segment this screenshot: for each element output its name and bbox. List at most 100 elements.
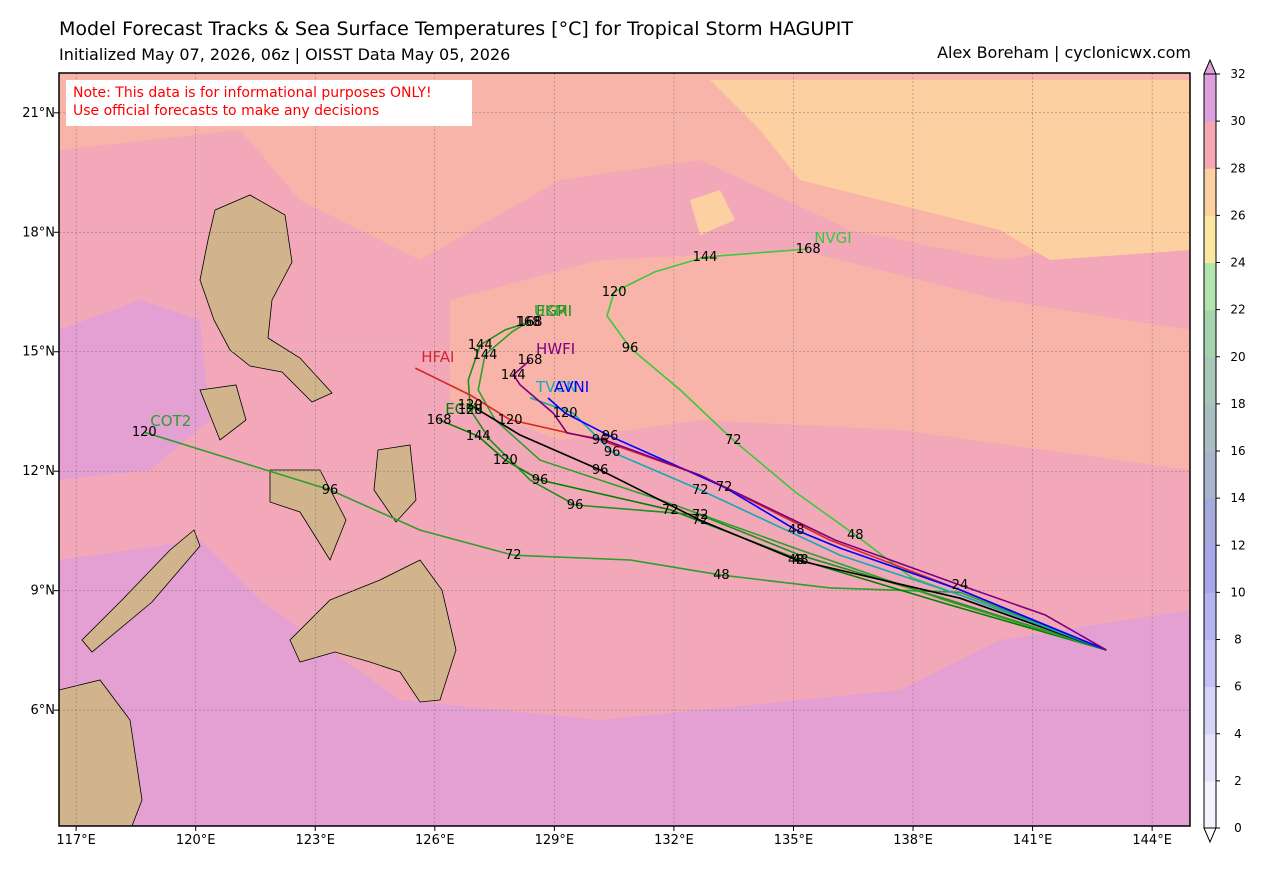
track-name: COT2 bbox=[150, 412, 191, 430]
colorbar-swatch bbox=[1204, 639, 1216, 688]
forecast-hour: 72 bbox=[692, 513, 709, 528]
forecast-hour: 120 bbox=[458, 398, 483, 413]
colorbar-swatch bbox=[1204, 121, 1216, 169]
colorbar-tick-label: 26 bbox=[1230, 208, 1245, 222]
colorbar-tick-label: 0 bbox=[1234, 821, 1242, 835]
colorbar-swatch bbox=[1204, 309, 1216, 358]
forecast-hour: 96 bbox=[592, 463, 609, 478]
forecast-hour: 96 bbox=[567, 498, 584, 513]
forecast-hour: 24 bbox=[952, 578, 969, 593]
lon-tick-label: 117°E bbox=[56, 833, 96, 848]
forecast-hour: 72 bbox=[692, 483, 709, 498]
note-line: Note: This data is for informational pur… bbox=[73, 85, 432, 101]
map-frame bbox=[58, 72, 1191, 827]
forecast-hour: 72 bbox=[716, 480, 733, 495]
track-line bbox=[469, 404, 1107, 651]
colorbar-tick-label: 30 bbox=[1230, 114, 1245, 128]
title: Model Forecast Tracks & Sea Surface Temp… bbox=[59, 18, 853, 40]
lon-tick-label: 135°E bbox=[774, 833, 814, 848]
land bbox=[199, 384, 247, 441]
sst-zone bbox=[59, 540, 1190, 826]
tracks: 487296120144168NVGI487296120COT248729612… bbox=[132, 229, 1107, 651]
forecast-hour: 48 bbox=[788, 523, 805, 538]
lat-tick-label: 9°N bbox=[31, 584, 56, 599]
forecast-hour: 120 bbox=[602, 285, 627, 300]
forecast-hour: 48 bbox=[788, 553, 805, 568]
colorbar-tick-label: 4 bbox=[1234, 727, 1242, 741]
track-name: UKMI bbox=[534, 302, 572, 320]
colorbar-tick-label: 6 bbox=[1234, 680, 1242, 694]
land bbox=[59, 679, 143, 826]
track-line bbox=[467, 321, 1107, 651]
land bbox=[373, 444, 417, 523]
forecast-hour: 168 bbox=[427, 413, 452, 428]
forecast-hour: 144 bbox=[466, 429, 491, 444]
forecast-hour: 144 bbox=[468, 338, 493, 353]
track-name: AVNI bbox=[554, 378, 589, 396]
colorbar-tick-label: 18 bbox=[1230, 397, 1245, 411]
track-name: HWFI bbox=[536, 340, 575, 358]
forecast-hour: 120 bbox=[553, 406, 578, 421]
track-line bbox=[547, 397, 1107, 651]
forecast-hour: 96 bbox=[622, 341, 639, 356]
forecast-hour: 96 bbox=[532, 473, 549, 488]
sst-zone bbox=[690, 190, 735, 235]
lon-tick-label: 132°E bbox=[654, 833, 694, 848]
forecast-hour: 48 bbox=[792, 553, 809, 568]
land bbox=[81, 529, 201, 653]
colorbar-tick-label: 14 bbox=[1230, 491, 1245, 505]
track-line bbox=[606, 248, 1107, 651]
track-line bbox=[529, 397, 1107, 651]
forecast-hour: 48 bbox=[713, 568, 730, 583]
colorbar-tick-label: 12 bbox=[1230, 538, 1245, 552]
colorbar-tick-label: 16 bbox=[1230, 444, 1245, 458]
track-name: TVCN bbox=[535, 378, 577, 396]
track-name: NVGI bbox=[814, 229, 852, 247]
forecast-hour: 48 bbox=[847, 528, 864, 543]
land bbox=[199, 194, 333, 403]
forecast-hour: 168 bbox=[516, 315, 541, 330]
land bbox=[289, 559, 457, 703]
lon-tick-label: 138°E bbox=[893, 833, 933, 848]
forecast-hour: 96 bbox=[592, 433, 609, 448]
forecast-hour: 72 bbox=[662, 503, 679, 518]
track-line bbox=[512, 359, 1107, 651]
colorbar-swatch bbox=[1204, 215, 1216, 263]
sst-zone bbox=[450, 250, 1190, 470]
sst-zone bbox=[710, 80, 1190, 260]
sst-zone bbox=[59, 300, 210, 480]
colorbar-tick-label: 10 bbox=[1230, 585, 1245, 599]
forecast-hour: 72 bbox=[692, 508, 709, 523]
forecast-hour: 72 bbox=[505, 548, 522, 563]
note-box bbox=[66, 80, 472, 126]
track-name: HFAI bbox=[421, 348, 454, 366]
colorbar-swatch bbox=[1204, 686, 1216, 735]
lon-tick-label: 144°E bbox=[1132, 833, 1172, 848]
lat-tick-label: 21°N bbox=[22, 106, 55, 121]
note-line: Use official forecasts to make any decis… bbox=[73, 103, 379, 119]
forecast-hour: 72 bbox=[725, 433, 742, 448]
track-name: EGRI bbox=[536, 302, 572, 320]
forecast-hour: 144 bbox=[473, 348, 498, 363]
colorbar-tick-label: 22 bbox=[1230, 303, 1245, 317]
lat-tick-label: 12°N bbox=[22, 464, 55, 479]
lon-tick-label: 126°E bbox=[415, 833, 455, 848]
colorbar-swatch bbox=[1204, 356, 1216, 405]
axes: 117°E 120°E 123°E 126°E 129°E 132°E 135°E 138°E… bbox=[22, 106, 1172, 848]
colorbar-tick-label: 2 bbox=[1234, 774, 1242, 788]
colorbar-swatch bbox=[1204, 545, 1216, 593]
colorbar-swatch bbox=[1204, 592, 1216, 640]
lat-tick-label: 18°N bbox=[22, 225, 55, 240]
forecast-hour: 120 bbox=[132, 425, 157, 440]
colorbar-tick-label: 28 bbox=[1230, 161, 1245, 175]
forecast-hour: 144 bbox=[693, 250, 718, 265]
track-line bbox=[477, 321, 1107, 651]
colorbar-swatch bbox=[1204, 498, 1216, 546]
lat-tick-label: 15°N bbox=[22, 345, 55, 360]
track-name: ECMI bbox=[445, 400, 482, 418]
colorbar-swatch bbox=[1204, 262, 1216, 311]
lon-tick-label: 120°E bbox=[176, 833, 216, 848]
lat-tick-label: 6°N bbox=[31, 703, 56, 718]
